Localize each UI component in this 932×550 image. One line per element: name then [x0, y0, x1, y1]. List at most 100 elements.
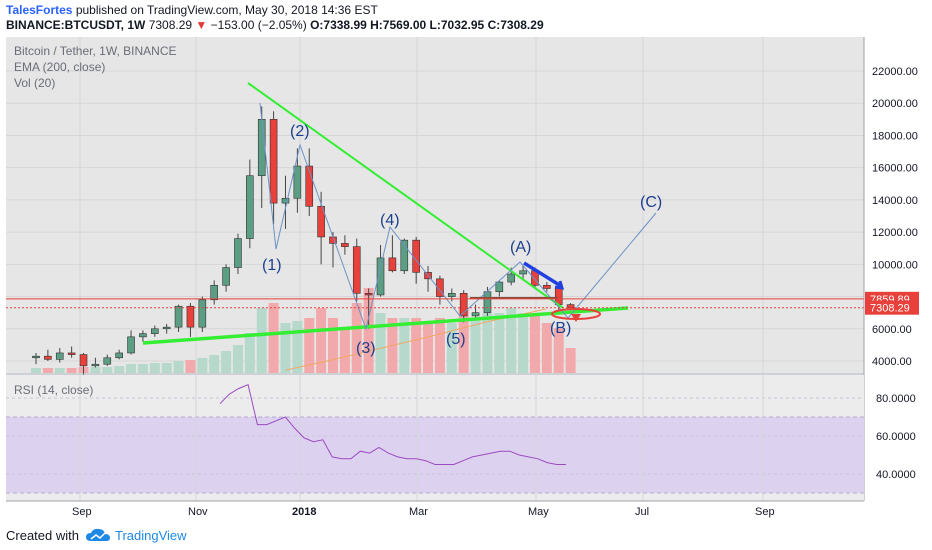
volume-bar: [161, 363, 172, 373]
time-axis[interactable]: Sep Nov 2018 Mar May Jul Sep: [72, 506, 775, 518]
candle-body: [519, 270, 527, 275]
created-with-text: Created with: [6, 527, 79, 543]
volume-bar: [137, 364, 148, 373]
volume-bar: [42, 368, 53, 373]
candle-body: [495, 281, 504, 293]
volume-bar: [102, 367, 113, 373]
price-tick-label: 4000.00: [872, 356, 912, 368]
volume-bar: [244, 333, 255, 373]
time-tick-label: Sep: [755, 506, 775, 518]
candle-body: [91, 363, 100, 367]
price-tick-label: 10000.00: [872, 259, 918, 271]
candle-body: [281, 197, 290, 204]
blue-down-arrow: [523, 261, 562, 288]
main-pane[interactable]: [6, 37, 864, 373]
volume-bar: [328, 318, 338, 373]
price-tick-label: 12000.00: [872, 227, 918, 239]
volume-bar: [256, 308, 267, 373]
candle-body: [103, 357, 112, 365]
candle-body: [507, 273, 516, 283]
volume-bar: [553, 328, 564, 373]
rsi-legend: RSI (14, close): [14, 383, 93, 397]
rsi-axis[interactable]: 40.0000 60.0000 80.0000: [876, 393, 916, 481]
high-value: H:7569.00: [370, 18, 427, 32]
wave-label-c: (C): [640, 194, 662, 211]
candle-body: [317, 206, 325, 238]
volume-bar: [423, 323, 434, 373]
wave-label-4: (4): [380, 212, 400, 229]
candle-body: [246, 175, 254, 239]
candle-body: [412, 239, 420, 273]
price-tick-label: 18000.00: [872, 130, 918, 142]
volume-bar: [232, 345, 243, 373]
price-axis[interactable]: 4000.006000.008000.0010000.0012000.00140…: [872, 66, 918, 368]
price-tag-label: 7308.29: [870, 303, 910, 315]
candle-body: [293, 165, 302, 199]
volume-bar: [446, 323, 457, 373]
tradingview-brand[interactable]: TradingView: [85, 527, 187, 543]
volume-bar: [470, 318, 481, 373]
red-triangle-icon: [571, 314, 581, 322]
candle-body: [79, 354, 88, 367]
volume-bar: [434, 318, 445, 373]
volume-bar: [31, 368, 41, 373]
rsi-line: [219, 384, 566, 465]
volume-bar: [221, 351, 232, 373]
main-grid: [6, 37, 864, 373]
chart-canvas[interactable]: (1) (2) (3) (4) (5) (A) (B) (C) Bitcoin …: [6, 37, 926, 521]
price-tick-label: 22000.00: [872, 66, 918, 78]
candle-body: [471, 312, 480, 317]
volume-bar: [375, 313, 386, 373]
low-value: L:7032.95: [429, 18, 485, 32]
time-tick-label: 2018: [292, 506, 316, 518]
ohlc-line: BINANCE:BTCUSDT, 1W 7308.29 ▼ −153.00 (−…: [6, 18, 926, 33]
author-link[interactable]: TalesFortes: [6, 3, 73, 17]
support-trendline: [142, 306, 629, 345]
volume-bar: [185, 360, 196, 373]
price-change: −153.00 (−2.05%): [210, 18, 307, 32]
chart-title: Bitcoin / Tether, 1W, BINANCE: [14, 44, 177, 58]
last-price: 7308.29: [148, 18, 193, 32]
open-value: O:7338.99: [310, 18, 367, 32]
close-value: C:7308.29: [487, 18, 544, 32]
footer: Created with TradingView: [6, 524, 187, 546]
candle-body: [436, 278, 444, 297]
candle-body: [174, 305, 183, 328]
volume-bar: [541, 323, 552, 373]
candle-body: [364, 293, 373, 296]
volume-bar: [197, 358, 208, 373]
volume-bar: [126, 364, 137, 373]
volume-bar: [565, 348, 576, 373]
wave-label-2: (2): [290, 123, 310, 140]
candle-body: [210, 284, 218, 301]
time-tick-label: Jul: [635, 506, 649, 518]
time-tick-label: Sep: [72, 506, 92, 518]
volume-bar: [494, 313, 505, 373]
candle-body: [32, 355, 40, 359]
candles: [32, 106, 575, 378]
volume-bar: [399, 318, 410, 373]
candle-body: [257, 119, 266, 177]
volume-bar: [54, 368, 65, 373]
elliott-wave-path: [259, 102, 657, 331]
brand-label: TradingView: [114, 527, 187, 543]
candle-body: [388, 257, 397, 272]
blue-arrow-head-icon: [554, 280, 565, 290]
candle-body: [447, 293, 456, 297]
candle-body: [543, 284, 551, 289]
down-triangle-icon: ▼: [195, 18, 208, 32]
volume-bar: [114, 366, 125, 373]
volume-bar: [66, 368, 77, 373]
volume-bar: [458, 308, 469, 373]
price-tick-label: 14000.00: [872, 195, 918, 207]
time-tick-label: Nov: [188, 506, 208, 518]
candle-body: [376, 257, 385, 296]
volume-bar: [518, 313, 529, 373]
publish-line: TalesFortes published on TradingView.com…: [6, 3, 926, 18]
rsi-tick-label: 60.0000: [876, 431, 916, 443]
candle-body: [305, 165, 314, 207]
wave-label-1: (1): [262, 257, 282, 274]
rsi-grid: [6, 375, 864, 501]
wave-label-5: (5): [446, 331, 466, 348]
